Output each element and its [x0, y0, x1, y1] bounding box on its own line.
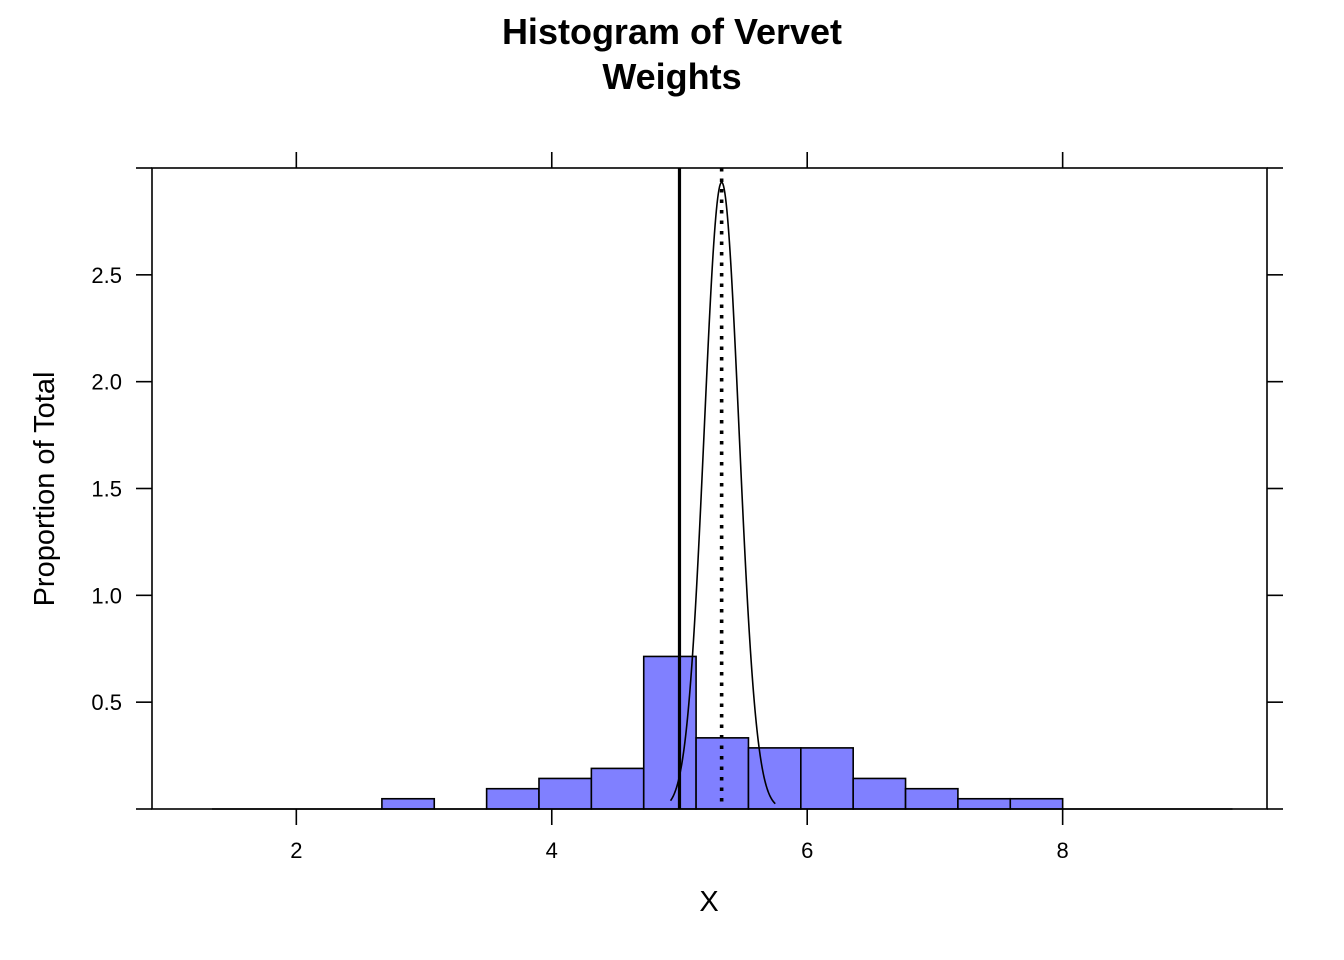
normal-density-layer — [669, 181, 776, 805]
y-tick-label: 1.0 — [91, 583, 122, 608]
histogram-bar — [852, 777, 907, 810]
histogram-bar — [695, 737, 750, 810]
histogram-bar — [590, 767, 645, 810]
histogram-bar — [381, 797, 436, 810]
histogram-bar — [957, 797, 1012, 810]
y-tick-label: 1.5 — [91, 477, 122, 502]
y-axis-ticks: 0.5 1.0 1.5 2.0 2.5 — [91, 263, 1283, 715]
chart-title-line-1: Histogram of Vervet — [502, 11, 842, 52]
reference-lines-layer — [677, 168, 724, 809]
histogram-bar — [538, 777, 593, 810]
histogram-bar — [1009, 797, 1064, 810]
x-axis-title: X — [699, 886, 718, 918]
plot-frame — [151, 167, 1268, 810]
histogram-bar — [904, 787, 959, 810]
x-tick-label: 4 — [546, 838, 558, 863]
normal-density-curve — [669, 181, 776, 805]
y-tick-label: 2.5 — [91, 263, 122, 288]
x-tick-label: 6 — [801, 838, 813, 863]
x-tick-label: 8 — [1057, 838, 1069, 863]
x-tick-label: 2 — [290, 838, 302, 863]
y-tick-label: 2.0 — [91, 370, 122, 395]
histogram-bar — [747, 747, 802, 810]
y-tick-label: 0.5 — [91, 690, 122, 715]
x-axis-ticks: 2 4 6 8 — [136, 152, 1283, 863]
chart-title-line-2: Weights — [602, 56, 741, 97]
y-axis-title: Proportion of Total — [29, 372, 61, 607]
histogram-bar — [800, 747, 854, 810]
histogram-bar — [642, 655, 697, 810]
histogram-bar — [485, 787, 540, 810]
histogram-bars — [212, 655, 1233, 810]
